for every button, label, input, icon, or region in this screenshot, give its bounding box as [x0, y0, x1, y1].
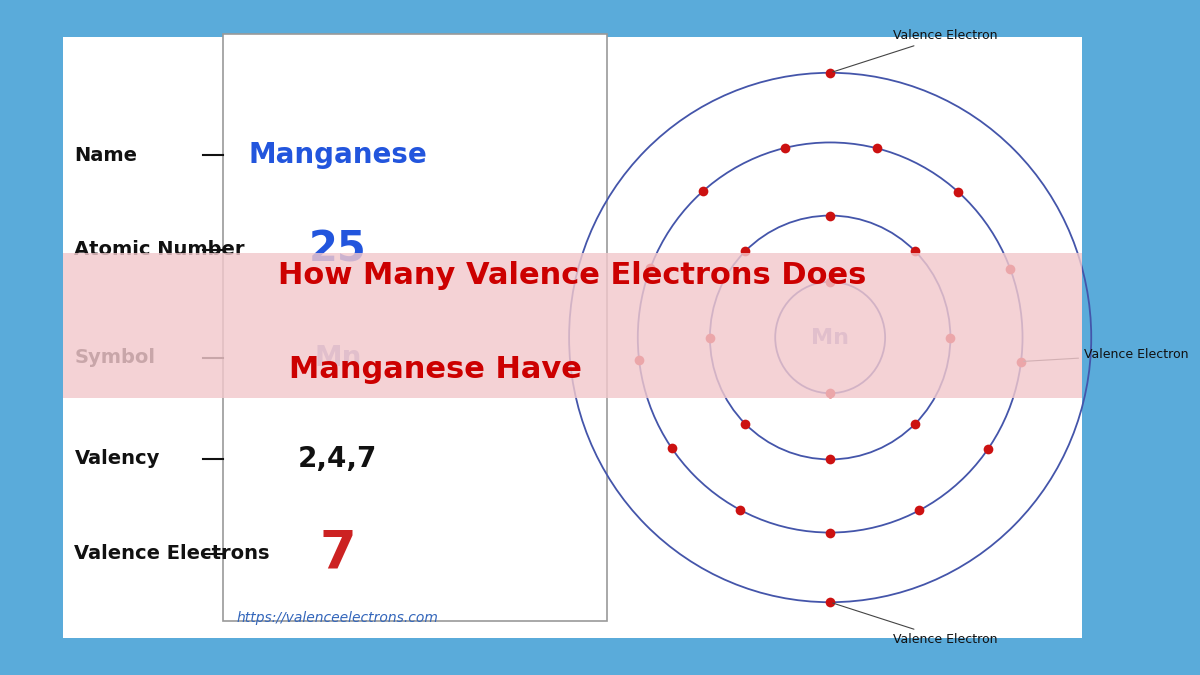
Text: https://valenceelectrons.com: https://valenceelectrons.com	[236, 611, 439, 624]
Text: Mn: Mn	[314, 344, 361, 372]
Bar	[62, 37, 1082, 638]
Text: How Many Valence Electrons Does: How Many Valence Electrons Does	[278, 261, 866, 290]
Text: Valence Electron: Valence Electron	[833, 29, 997, 72]
Text: Manganese: Manganese	[248, 141, 427, 169]
Text: Valence Electron: Valence Electron	[1024, 348, 1188, 361]
Text: 7: 7	[319, 527, 356, 580]
Text: Valence Electron: Valence Electron	[833, 603, 997, 646]
Bar	[223, 34, 607, 621]
Text: Symbol: Symbol	[74, 348, 156, 367]
Text: Mn: Mn	[811, 327, 850, 348]
Text: Atomic Number: Atomic Number	[74, 240, 245, 259]
Text: 25: 25	[308, 229, 367, 271]
Text: Valence Electrons: Valence Electrons	[74, 544, 270, 563]
Bar	[62, 253, 1082, 398]
Text: Valency: Valency	[74, 450, 160, 468]
Text: Manganese Have: Manganese Have	[289, 355, 582, 384]
Text: Name: Name	[74, 146, 138, 165]
Text: 2,4,7: 2,4,7	[298, 445, 378, 473]
